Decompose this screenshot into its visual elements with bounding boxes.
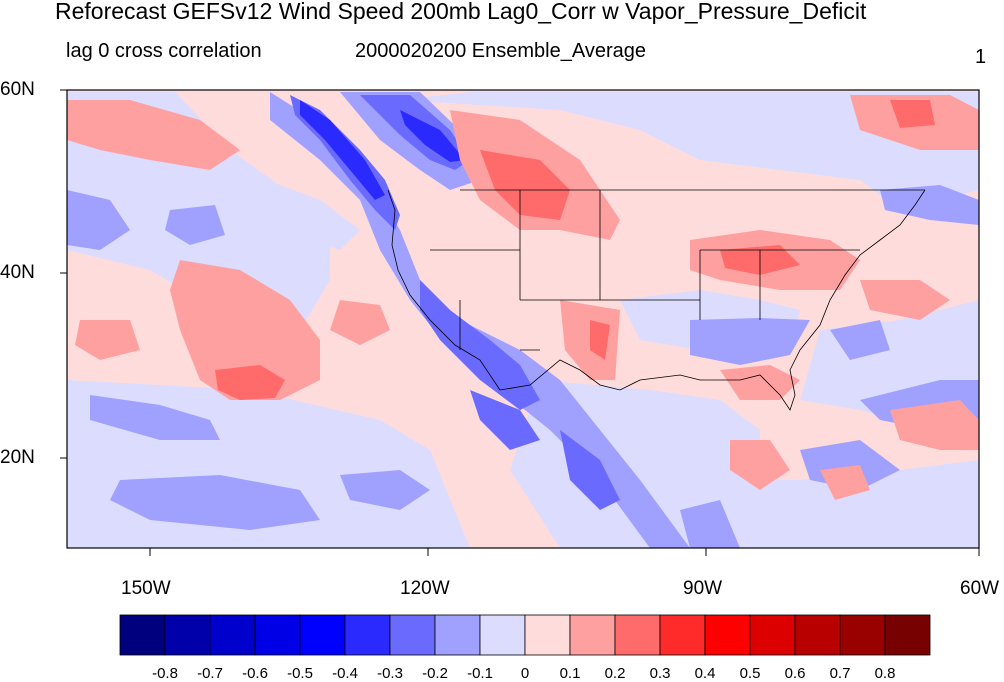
colorbar-tick-label: -0.8 bbox=[152, 665, 178, 682]
colorbar-swatch bbox=[749, 614, 796, 656]
colorbar-swatch bbox=[704, 614, 751, 656]
colorbar-swatch bbox=[839, 614, 886, 656]
colorbar-tick-label: 0.5 bbox=[739, 665, 761, 682]
colorbar-swatch bbox=[614, 614, 661, 656]
lon-label-90w: 90W bbox=[683, 578, 723, 599]
map-frame bbox=[66, 89, 980, 549]
lon-label-120w: 120W bbox=[400, 578, 450, 599]
colorbar-swatch bbox=[299, 614, 346, 656]
colorbar-tick-label: 0.4 bbox=[694, 665, 716, 682]
colorbar-swatch bbox=[524, 614, 571, 656]
colorbar-tick-label: 0.8 bbox=[874, 665, 896, 682]
colorbar bbox=[119, 614, 931, 656]
lon-label-60w: 60W bbox=[960, 578, 1000, 599]
colorbar-swatch bbox=[479, 614, 526, 656]
colorbar-tick-label: -0.6 bbox=[242, 665, 268, 682]
colorbar-swatch bbox=[659, 614, 706, 656]
colorbar-swatch bbox=[389, 614, 436, 656]
coastlines bbox=[387, 189, 926, 411]
colorbar-swatch bbox=[164, 614, 211, 656]
colorbar-swatch bbox=[254, 614, 301, 656]
subtitle-center: 2000020200 Ensemble_Average bbox=[355, 40, 646, 62]
subtitle-left: lag 0 cross correlation bbox=[66, 40, 262, 62]
subtitle-right: 1 bbox=[975, 46, 987, 68]
colorbar-tick-label: -0.5 bbox=[287, 665, 313, 682]
colorbar-tick-label: -0.1 bbox=[467, 665, 493, 682]
colorbar-swatch bbox=[119, 614, 166, 656]
colorbar-swatch bbox=[344, 614, 391, 656]
colorbar-tick-label: -0.2 bbox=[422, 665, 448, 682]
lon-label-150w: 150W bbox=[121, 578, 171, 599]
map-title: Reforecast GEFSv12 Wind Speed 200mb Lag0… bbox=[55, 0, 867, 24]
lat-label-60n: 60N bbox=[0, 79, 35, 100]
correlation-field bbox=[67, 90, 979, 548]
colorbar-tick-label: -0.3 bbox=[377, 665, 403, 682]
colorbar-swatch bbox=[569, 614, 616, 656]
colorbar-tick-label: 0.2 bbox=[604, 665, 626, 682]
colorbar-swatch bbox=[884, 614, 931, 656]
lat-label-40n: 40N bbox=[0, 262, 35, 283]
colorbar-tick-label: 0.1 bbox=[559, 665, 581, 682]
axis-ticks bbox=[60, 89, 980, 556]
colorbar-tick-label: 0.7 bbox=[829, 665, 851, 682]
colorbar-tick-label: 0.6 bbox=[784, 665, 806, 682]
colorbar-swatch bbox=[794, 614, 841, 656]
colorbar-swatch bbox=[434, 614, 481, 656]
colorbar-swatch bbox=[209, 614, 256, 656]
colorbar-tick-label: -0.4 bbox=[332, 665, 358, 682]
colorbar-tick-label: 0 bbox=[520, 665, 530, 682]
colorbar-tick-label: -0.7 bbox=[197, 665, 223, 682]
colorbar-tick-label: 0.3 bbox=[649, 665, 671, 682]
lat-label-20n: 20N bbox=[0, 447, 35, 468]
